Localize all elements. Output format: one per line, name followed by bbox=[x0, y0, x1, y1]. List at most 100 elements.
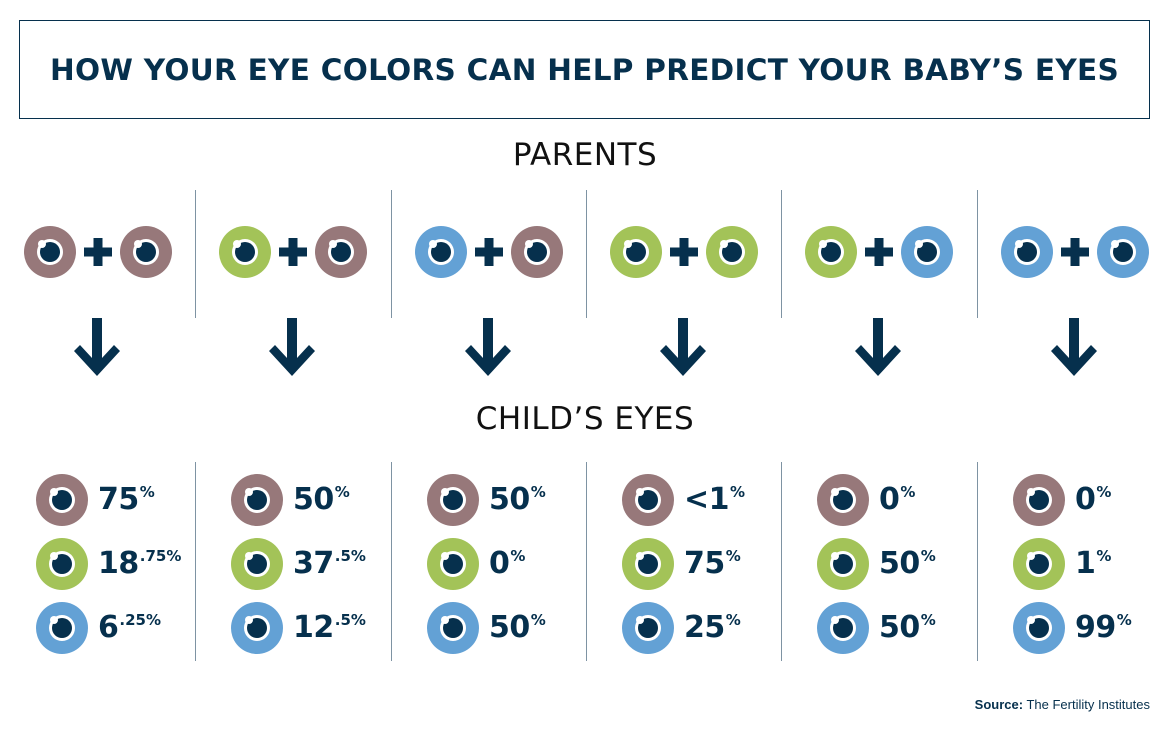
probability-value: 50% bbox=[489, 485, 546, 515]
green-eye-icon bbox=[622, 538, 674, 590]
probability-suffix: % bbox=[530, 483, 546, 501]
child-probability-row: 0% bbox=[817, 474, 915, 526]
probability-value: 75% bbox=[98, 485, 155, 515]
probability-value: 50% bbox=[879, 549, 936, 579]
probability-main: 50 bbox=[293, 482, 334, 517]
probability-main: 12 bbox=[293, 610, 334, 645]
probability-value: 0% bbox=[489, 549, 525, 579]
probability-value: 50% bbox=[489, 613, 546, 643]
probability-value: 37.5% bbox=[293, 549, 366, 579]
brown-eye-icon bbox=[231, 474, 283, 526]
arrow-down-icon bbox=[1051, 318, 1097, 378]
child-probability-row: 37.5% bbox=[231, 538, 366, 590]
blue-eye-icon bbox=[414, 226, 467, 278]
probability-value: 6.25% bbox=[98, 613, 161, 643]
child-probability-row: 50% bbox=[817, 602, 936, 654]
green-eye-icon bbox=[609, 226, 662, 278]
child-probability-row: 75% bbox=[622, 538, 741, 590]
green-eye-icon bbox=[1013, 538, 1065, 590]
blue-eye-icon bbox=[231, 602, 283, 654]
blue-eye-icon bbox=[1096, 226, 1149, 278]
brown-eye-icon bbox=[427, 474, 479, 526]
brown-eye-icon bbox=[817, 474, 869, 526]
green-eye-icon bbox=[817, 538, 869, 590]
probability-main: 50 bbox=[489, 610, 530, 645]
parents-combination-1 bbox=[0, 226, 195, 278]
arrow-down-icon bbox=[660, 318, 706, 378]
plus-icon bbox=[469, 226, 509, 278]
parents-combination-5 bbox=[781, 226, 976, 278]
plus-icon bbox=[1055, 226, 1095, 278]
probability-value: 50% bbox=[293, 485, 350, 515]
probability-main: 0 bbox=[1075, 482, 1096, 517]
probability-value: 12.5% bbox=[293, 613, 366, 643]
probability-suffix: % bbox=[530, 611, 546, 629]
probability-suffix: % bbox=[920, 547, 936, 565]
probability-value: <1% bbox=[684, 485, 745, 515]
column-divider bbox=[977, 190, 978, 318]
plus-icon bbox=[78, 226, 118, 278]
page-title: HOW YOUR EYE COLORS CAN HELP PREDICT YOU… bbox=[50, 52, 1119, 87]
probability-suffix: % bbox=[1096, 547, 1112, 565]
probability-value: 25% bbox=[684, 613, 741, 643]
child-probability-row: 25% bbox=[622, 602, 741, 654]
probability-suffix: % bbox=[139, 483, 155, 501]
column-divider bbox=[586, 190, 587, 318]
parents-heading: PARENTS bbox=[512, 137, 658, 173]
probability-value: 99% bbox=[1075, 613, 1132, 643]
arrow-down-icon bbox=[855, 318, 901, 378]
blue-eye-icon bbox=[427, 602, 479, 654]
blue-eye-icon bbox=[36, 602, 88, 654]
child-probability-row: 0% bbox=[427, 538, 525, 590]
probability-main: 6 bbox=[98, 610, 119, 645]
probability-suffix: .25% bbox=[119, 611, 161, 629]
probability-main: 0 bbox=[489, 546, 510, 581]
child-probability-row: 99% bbox=[1013, 602, 1132, 654]
probability-suffix: % bbox=[730, 483, 746, 501]
child-probability-row: 0% bbox=[1013, 474, 1111, 526]
probability-suffix: % bbox=[900, 483, 916, 501]
column-divider bbox=[586, 462, 587, 661]
column-divider bbox=[781, 190, 782, 318]
source-text: The Fertility Institutes bbox=[1023, 697, 1150, 712]
title-box: HOW YOUR EYE COLORS CAN HELP PREDICT YOU… bbox=[19, 20, 1150, 119]
child-probability-row: 50% bbox=[427, 474, 546, 526]
blue-eye-icon bbox=[622, 602, 674, 654]
probability-main: 75 bbox=[98, 482, 139, 517]
column-divider bbox=[391, 462, 392, 661]
arrow-down-icon bbox=[269, 318, 315, 378]
column-divider bbox=[781, 462, 782, 661]
probability-main: 1 bbox=[1075, 546, 1096, 581]
probability-value: 75% bbox=[684, 549, 741, 579]
green-eye-icon bbox=[804, 226, 857, 278]
probability-suffix: .5% bbox=[334, 611, 366, 629]
child-probability-row: 75% bbox=[36, 474, 155, 526]
child-probability-row: 18.75% bbox=[36, 538, 181, 590]
column-divider bbox=[195, 462, 196, 661]
green-eye-icon bbox=[218, 226, 271, 278]
child-probability-row: 50% bbox=[231, 474, 350, 526]
probability-suffix: % bbox=[725, 547, 741, 565]
blue-eye-icon bbox=[1013, 602, 1065, 654]
probability-suffix: % bbox=[725, 611, 741, 629]
child-eyes-heading: CHILD’S EYES bbox=[475, 401, 695, 437]
probability-suffix: .75% bbox=[139, 547, 182, 565]
parents-combination-3 bbox=[391, 226, 586, 278]
probability-suffix: % bbox=[334, 483, 350, 501]
column-divider bbox=[977, 462, 978, 661]
blue-eye-icon bbox=[900, 226, 953, 278]
green-eye-icon bbox=[427, 538, 479, 590]
child-probability-row: 6.25% bbox=[36, 602, 161, 654]
brown-eye-icon bbox=[1013, 474, 1065, 526]
plus-icon bbox=[273, 226, 313, 278]
child-probability-row: <1% bbox=[622, 474, 745, 526]
plus-icon bbox=[859, 226, 899, 278]
arrow-down-icon bbox=[74, 318, 120, 378]
probability-main: 37 bbox=[293, 546, 334, 581]
child-probability-row: 1% bbox=[1013, 538, 1111, 590]
probability-main: 99 bbox=[1075, 610, 1116, 645]
probability-main: <1 bbox=[684, 482, 730, 517]
child-probability-row: 50% bbox=[817, 538, 936, 590]
plus-icon bbox=[664, 226, 704, 278]
probability-value: 0% bbox=[1075, 485, 1111, 515]
